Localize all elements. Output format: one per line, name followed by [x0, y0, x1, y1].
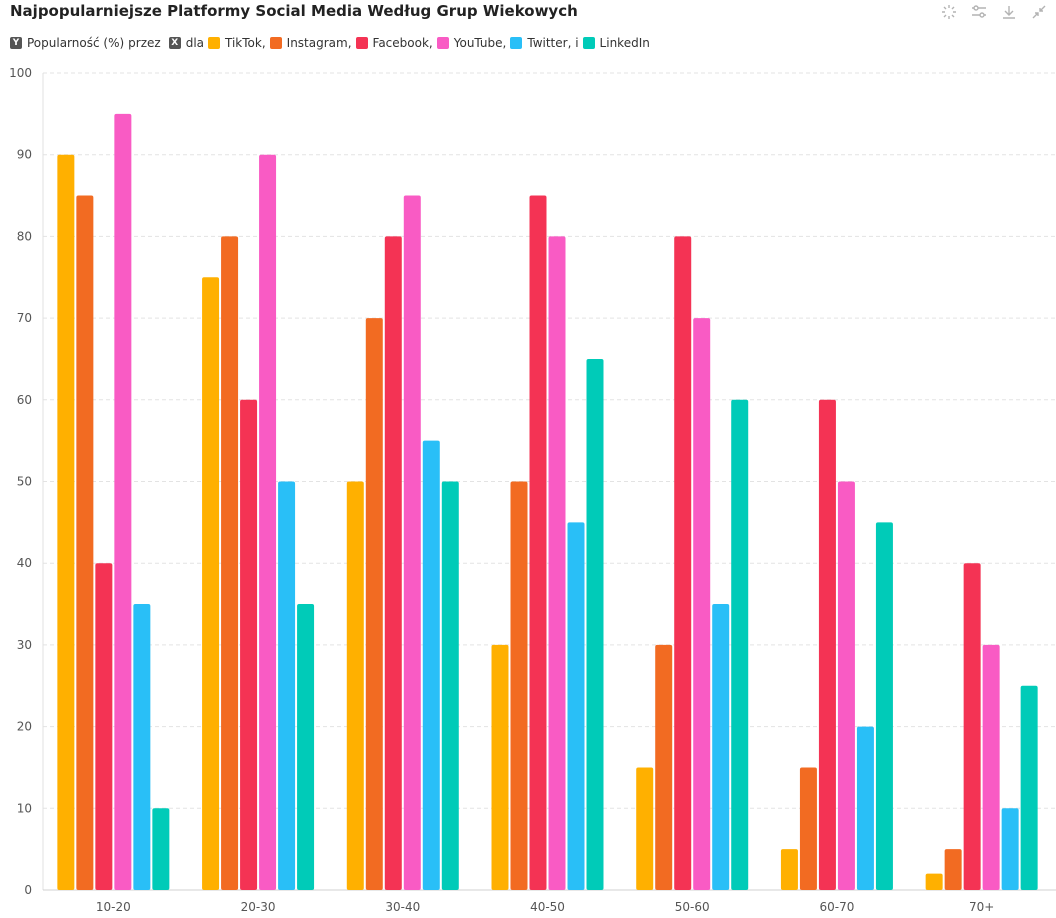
legend-series-label: Facebook,	[372, 36, 433, 50]
sliders-icon[interactable]	[968, 2, 990, 22]
legend-swatch	[269, 37, 282, 49]
bar-twitter	[1001, 808, 1019, 890]
bar-instagram	[221, 236, 239, 890]
bar-instagram	[365, 318, 383, 891]
bar-instagram	[944, 849, 962, 890]
bar-facebook	[95, 563, 113, 890]
y-tick-label: 0	[24, 883, 32, 897]
chart-toolbar	[938, 2, 1050, 22]
download-icon[interactable]	[998, 2, 1020, 22]
x-tick-label: 10-20	[96, 900, 131, 914]
chart-legend: Y Popularność (%) przez X dla TikTok, In…	[10, 36, 654, 50]
legend-swatch	[355, 37, 368, 49]
bar-instagram	[799, 767, 817, 890]
legend-series-label: LinkedIn	[599, 36, 650, 50]
bar-linkedin	[586, 358, 604, 890]
bar-youtube	[114, 113, 132, 891]
legend-item-y[interactable]: Y Popularność (%)	[10, 36, 124, 50]
bar-linkedin	[731, 399, 749, 890]
sparkle-icon[interactable]	[938, 2, 960, 22]
bar-twitter	[422, 440, 440, 890]
x-tick-label: 70+	[969, 900, 994, 914]
bar-youtube	[548, 236, 566, 890]
bar-linkedin	[875, 522, 893, 890]
legend-series-label: Twitter, i	[527, 36, 579, 50]
legend-swatch	[208, 37, 221, 49]
bar-twitter	[856, 726, 874, 890]
bar-tiktok	[57, 154, 75, 890]
y-tick-label: 20	[17, 720, 32, 734]
legend-series-twitter[interactable]: Twitter, i	[510, 36, 579, 50]
bar-youtube	[693, 318, 711, 891]
bar-twitter	[133, 604, 151, 890]
legend-series-label: TikTok,	[225, 36, 266, 50]
y-tick-label: 100	[9, 66, 32, 80]
y-tick-label: 80	[17, 229, 32, 243]
legend-series-instagram[interactable]: Instagram,	[269, 36, 352, 50]
y-tick-label: 70	[17, 311, 32, 325]
legend-item-by: przez	[128, 36, 161, 50]
bar-linkedin	[441, 481, 459, 890]
y-tick-label: 90	[17, 148, 32, 162]
x-axis-badge-icon: X	[168, 37, 181, 49]
legend-series-label: YouTube,	[453, 36, 507, 50]
x-tick-label: 60-70	[819, 900, 854, 914]
bar-facebook	[818, 399, 836, 890]
bar-instagram	[655, 644, 673, 890]
legend-prefix-label: Popularność (%)	[27, 36, 125, 50]
x-tick-label: 30-40	[385, 900, 420, 914]
chart-title: Najpopularniejsze Platformy Social Media…	[10, 2, 578, 20]
legend-series-youtube[interactable]: YouTube,	[436, 36, 507, 50]
bar-tiktok	[202, 277, 220, 890]
y-tick-label: 50	[17, 475, 32, 489]
bar-instagram	[510, 481, 528, 890]
x-tick-label: 20-30	[241, 900, 276, 914]
y-tick-label: 60	[17, 393, 32, 407]
y-axis-badge-icon: Y	[10, 37, 22, 49]
legend-item-x[interactable]: X dla	[168, 36, 205, 50]
x-tick-label: 40-50	[530, 900, 565, 914]
bar-tiktok	[925, 873, 943, 890]
bar-linkedin	[1020, 685, 1038, 890]
legend-series-linkedin[interactable]: LinkedIn	[582, 36, 650, 50]
bar-twitter	[278, 481, 296, 890]
bar-tiktok	[491, 644, 509, 890]
legend-swatch	[510, 37, 523, 49]
legend-series-facebook[interactable]: Facebook,	[355, 36, 433, 50]
bar-facebook	[240, 399, 258, 890]
bar-twitter	[712, 604, 730, 890]
legend-series-tiktok[interactable]: TikTok,	[208, 36, 266, 50]
legend-by-label: przez	[128, 36, 161, 50]
legend-swatch	[582, 37, 595, 49]
bar-youtube	[403, 195, 421, 891]
bar-linkedin	[297, 604, 315, 890]
bar-facebook	[529, 195, 547, 891]
bar-tiktok	[636, 767, 654, 890]
bar-youtube	[259, 154, 277, 890]
bar-facebook	[674, 236, 692, 890]
legend-for-label: dla	[185, 36, 205, 50]
bar-instagram	[76, 195, 94, 891]
y-tick-label: 40	[17, 556, 32, 570]
bar-tiktok	[346, 481, 364, 890]
bar-youtube	[982, 644, 1000, 890]
bar-linkedin	[152, 808, 170, 890]
y-tick-label: 30	[17, 638, 32, 652]
bar-facebook	[384, 236, 402, 890]
legend-series-label: Instagram,	[286, 36, 352, 50]
y-tick-label: 10	[17, 801, 32, 815]
x-tick-label: 50-60	[675, 900, 710, 914]
bar-tiktok	[780, 849, 798, 890]
legend-swatch	[436, 37, 449, 49]
bar-twitter	[567, 522, 585, 890]
collapse-icon[interactable]	[1028, 2, 1050, 22]
bar-youtube	[837, 481, 855, 890]
bar-facebook	[963, 563, 981, 890]
